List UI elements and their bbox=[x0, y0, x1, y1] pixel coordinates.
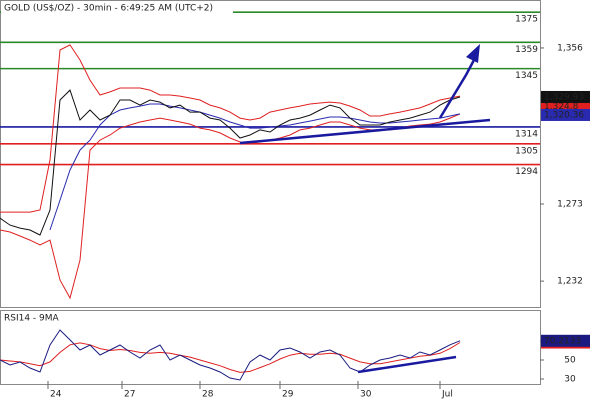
x-tick-label: 27 bbox=[124, 390, 135, 400]
y-tick-label: 1,356 bbox=[557, 43, 583, 53]
price-frame bbox=[0, 0, 541, 308]
series-line bbox=[0, 44, 461, 213]
title-bg bbox=[1, 1, 233, 14]
y-tick-label: 30 bbox=[564, 375, 576, 385]
price-tag bbox=[541, 334, 590, 347]
forecast-arrow bbox=[438, 59, 476, 119]
price-tag-label: 1,329.93 bbox=[544, 92, 584, 102]
level-label: 1305 bbox=[515, 146, 538, 156]
rsi-title-bg bbox=[1, 311, 67, 323]
level-label: 1345 bbox=[515, 71, 538, 81]
x-tick-label: 30 bbox=[360, 390, 372, 400]
rsi-frame bbox=[0, 310, 541, 385]
rsi-trend-line bbox=[357, 355, 457, 374]
level-label: 1359 bbox=[515, 45, 538, 55]
trend-line bbox=[239, 118, 491, 145]
y-tick-label: 1,232 bbox=[557, 277, 583, 287]
level-label: 1314 bbox=[515, 129, 538, 139]
price-tag-label: 70.2133 bbox=[544, 336, 581, 346]
x-tick-label: 29 bbox=[282, 390, 294, 400]
arrow-head bbox=[466, 44, 480, 63]
level-label: 1294 bbox=[515, 167, 538, 177]
price-tag-label: 1,324.8 bbox=[544, 102, 579, 112]
price-tag-label: 1,320.36 bbox=[544, 110, 584, 120]
price-tag bbox=[541, 108, 590, 121]
x-tick-label: 24 bbox=[50, 390, 62, 400]
plot-layer bbox=[0, 11, 540, 381]
level-label: 1375 bbox=[515, 15, 538, 25]
series-line bbox=[0, 342, 461, 373]
rsi-title: RSI14 - 9MA bbox=[4, 314, 60, 324]
x-tick-label: Jul bbox=[441, 390, 453, 400]
y-tick-label: 1,273 bbox=[557, 200, 583, 210]
x-tick-label: 28 bbox=[202, 390, 214, 400]
series-line bbox=[0, 329, 461, 381]
chart-title: GOLD (US$/OZ) - 30min - 6:49:25 AM (UTC+… bbox=[4, 4, 213, 14]
y-tick-label: 50 bbox=[564, 356, 576, 366]
price-tag bbox=[541, 90, 590, 103]
series-line bbox=[0, 89, 461, 236]
series-line bbox=[49, 103, 461, 231]
series-line bbox=[0, 113, 461, 300]
